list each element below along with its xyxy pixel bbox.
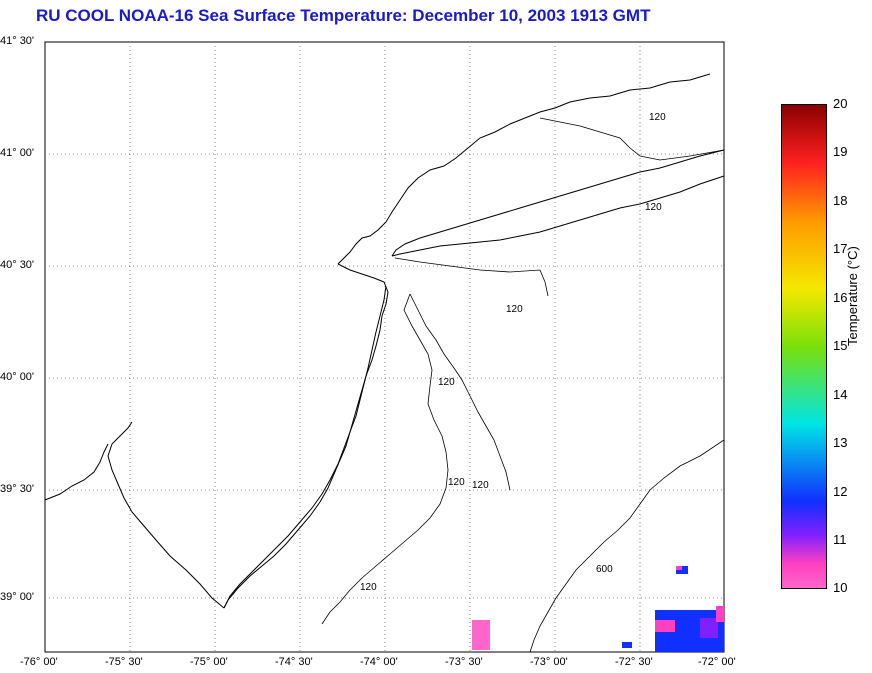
sst-patch [716,606,724,622]
sst-patch [676,566,682,570]
lon-label: -75° 00' [190,656,228,668]
sst-patch [622,642,632,648]
lon-label: -76° 00' [20,656,58,668]
grid-lines [45,42,724,652]
colorbar-tick: 18 [833,193,848,208]
lat-label: 39° 00' [0,591,35,603]
lon-label: -72° 30' [615,656,653,668]
colorbar-tick: 16 [833,290,848,305]
lon-label: -74° 30' [275,656,313,668]
sst-patch [700,618,718,638]
contour-label-group: 120 120 120 120 120 120 120 600 [360,112,666,593]
colorbar-tick: 11 [833,532,847,547]
sst-patch [472,620,490,650]
lon-label: -72° 00' [698,656,736,668]
lat-label: 41° 00' [0,147,35,159]
coastline [44,73,725,609]
colorbar-tick: 14 [833,387,848,402]
sst-pixels [472,566,724,652]
contour-label: 120 [360,582,377,593]
lat-label: 39° 30' [0,483,35,495]
colorbar-tick: 17 [833,241,848,256]
colorbar-tick: 10 [833,580,848,595]
contour-label: 120 [448,477,465,488]
map-title: RU COOL NOAA-16 Sea Surface Temperature:… [36,6,651,25]
colorbar-label: Temperature (°C) [845,246,860,346]
bathymetry-contours [321,117,725,653]
contour-label: 120 [649,112,666,123]
sst-patch [655,620,675,632]
lon-label: -74° 00' [360,656,398,668]
contour-label: 600 [596,564,613,575]
contour-label: 120 [645,202,662,213]
lat-label: 41° 30' [0,35,35,47]
lon-label: -73° 30' [445,656,483,668]
colorbar-tick: 20 [833,96,848,111]
colorbar-tick: 13 [833,435,848,450]
colorbar-tick: 19 [833,144,848,159]
lat-label: 40° 30' [0,259,35,271]
colorbar-tick: 12 [833,484,848,499]
temperature-colorbar [781,104,827,589]
contour-label: 120 [472,480,489,491]
lat-label: 40° 00' [0,371,35,383]
lon-label: -73° 00' [530,656,568,668]
lon-label: -75° 30' [105,656,143,668]
colorbar-tick: 15 [833,338,848,353]
contour-label: 120 [506,304,523,315]
contour-label: 120 [438,377,455,388]
